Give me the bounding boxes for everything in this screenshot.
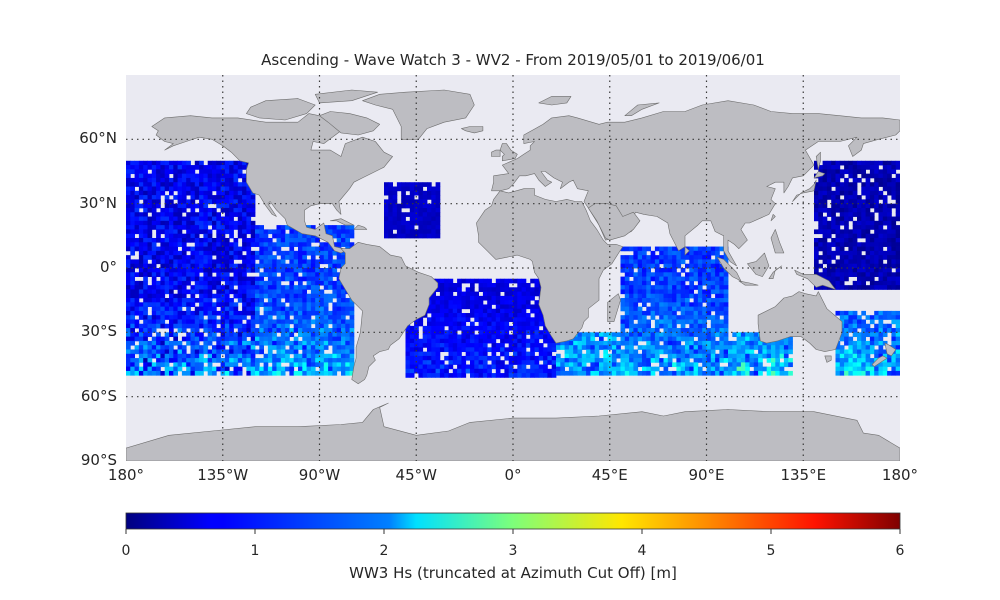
wave-height-data-layer [126,160,900,378]
colorbar-ticks [125,529,901,534]
land-philippines [770,229,785,254]
land-svalbard [538,96,572,106]
land-north-america [151,113,393,254]
lat-tick-label: 30°N [79,193,117,212]
colorbar [125,512,901,530]
colorbar-tick-label: 0 [121,543,131,559]
colorbar-label: WW3 Hs (truncated at Azimuth Cut Off) [m… [349,564,677,582]
land-madagascar [607,293,621,322]
land-hokkaido [813,171,826,179]
data-region-7 [814,160,900,290]
lat-tick-label: 30°S [80,322,117,341]
lat-tick-label: 60°N [79,129,117,148]
land-cuba [329,218,355,226]
land-australia [757,291,843,352]
data-region-5 [620,246,729,376]
data-region-2 [384,182,441,239]
land-hispaniola [353,224,368,230]
land-baffin-island [319,111,381,136]
land-borneo [747,252,770,277]
lon-tick-label: 45°E [591,466,628,484]
lon-tick-label: 180° [881,466,919,484]
land-greenland [362,89,475,140]
land-great-britain [499,143,518,162]
lon-tick-label: 135°E [780,466,827,484]
land-arctic-islands [246,98,316,121]
land-arabian-peninsula [587,203,641,241]
chart-title: Ascending - Wave Watch 3 - WV2 - From 20… [261,51,765,69]
data-region-0 [126,160,256,376]
land-java [738,280,759,286]
lon-tick-label: 180° [107,466,145,484]
data-region-1 [255,225,355,376]
land-south-america [338,242,439,385]
land-ireland [491,149,501,157]
colorbar-tick-label: 1 [250,543,260,559]
lat-tick-label: 0° [99,258,117,276]
land-sumatra [716,256,742,282]
land-japan [792,179,817,202]
data-region-8 [835,310,900,376]
lat-tick-label: 90°S [80,451,117,469]
lon-tick-label: 90°E [688,466,725,484]
land-africa [476,188,624,344]
lon-tick-label: 90°W [298,466,341,484]
land-new-zealand-south [871,355,888,367]
lon-tick-label: 135°W [197,466,249,484]
land-antarctica [126,402,900,461]
land-taiwan [770,214,776,222]
land-new-guinea [794,269,836,290]
colorbar-tick-label: 6 [895,543,905,559]
colorbar-tick-label: 2 [379,543,389,559]
land-ellesmere-island [314,89,378,104]
colorbar-tick-label: 5 [766,543,776,559]
colorbar-tick-label: 3 [508,543,518,559]
land-sri-lanka [684,246,690,256]
land-tasmania [824,355,832,363]
land-novaya-zemlya [624,102,660,116]
land-sakhalin [815,151,821,170]
land-iceland [461,126,484,134]
data-region-6 [728,332,793,376]
land-new-zealand-north [884,342,897,357]
land-layer [126,89,900,461]
colorbar-tick-label: 4 [637,543,647,559]
lon-tick-label: 45°W [395,466,437,484]
land-sulawesi [768,265,783,280]
lat-tick-label: 60°S [80,386,117,405]
lon-tick-label: 0° [504,466,522,484]
graticule [126,75,900,461]
